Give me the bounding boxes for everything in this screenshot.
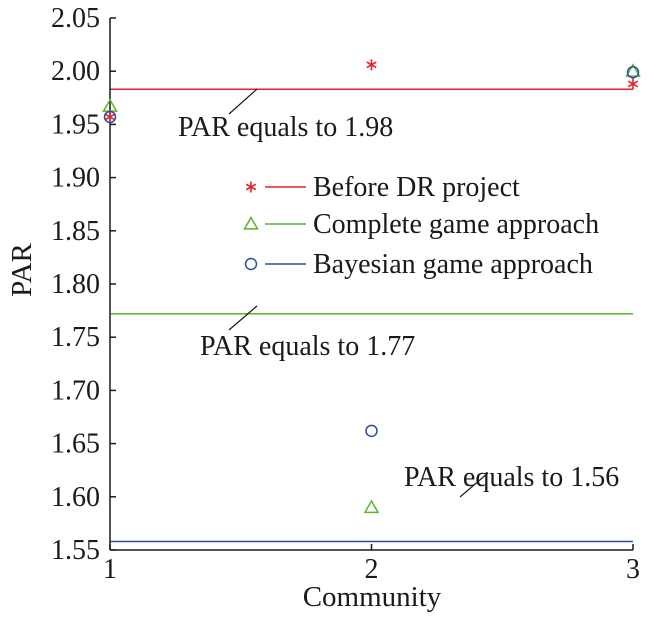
y-tick-label: 1.55 [51,535,100,566]
y-tick-label: 1.95 [51,109,100,140]
callout-leader [228,305,258,331]
reference-line-label: PAR equals to 1.98 [178,112,393,143]
y-tick-label: 1.80 [51,269,100,300]
y-tick-label: 1.90 [51,163,100,194]
legend-label: Complete game approach [313,209,599,240]
axes: 1.55 1.60 1.65 1.70 1.75 1.80 1.85 1.90 1.95 2.00… [51,3,640,585]
asterisk-stroke [104,113,116,121]
x-tick-label: 2 [365,554,379,585]
reference-lines: PAR equals to 1.98 PAR equals to 1.77 PAR … [110,88,633,543]
reference-line-label: PAR equals to 1.77 [200,331,415,362]
y-tick-label: 1.70 [51,375,100,406]
triangle-marker [243,215,259,230]
asterisk-stroke [366,61,377,69]
x-axis-label: Community [303,581,442,613]
y-axis-label: PAR [6,242,38,296]
y-tick-label: 2.05 [51,3,100,34]
y-tick-label: 1.75 [51,322,100,353]
y-tick-label: 1.65 [51,429,100,460]
asterisk-marker [104,111,116,123]
x-tick-label: 3 [626,554,640,585]
callout-leader [459,472,489,498]
y-tick-label: 1.60 [51,482,100,513]
circle-marker [365,424,378,438]
callout-leader [228,88,258,115]
y-tick-label: 2.00 [51,56,100,87]
legend-label: Before DR project [313,172,520,203]
circle-marker [103,110,117,124]
triangle-marker [363,499,380,514]
circle-marker [244,257,258,271]
reference-line-label: PAR equals to 1.56 [404,462,619,493]
asterisk-marker [627,78,639,90]
asterisk-marker [245,181,257,193]
asterisk-stroke [627,80,639,88]
y-tick-label: 1.85 [51,216,100,247]
circle-marker [626,66,640,79]
asterisk-marker [366,59,377,71]
legend: Before DR project Complete game approach B… [243,172,599,280]
legend-label: Bayesian game approach [313,249,593,280]
asterisk-stroke [245,183,257,191]
triangle-marker [625,63,641,77]
x-tick-label: 1 [103,554,117,585]
data-markers [102,59,641,514]
